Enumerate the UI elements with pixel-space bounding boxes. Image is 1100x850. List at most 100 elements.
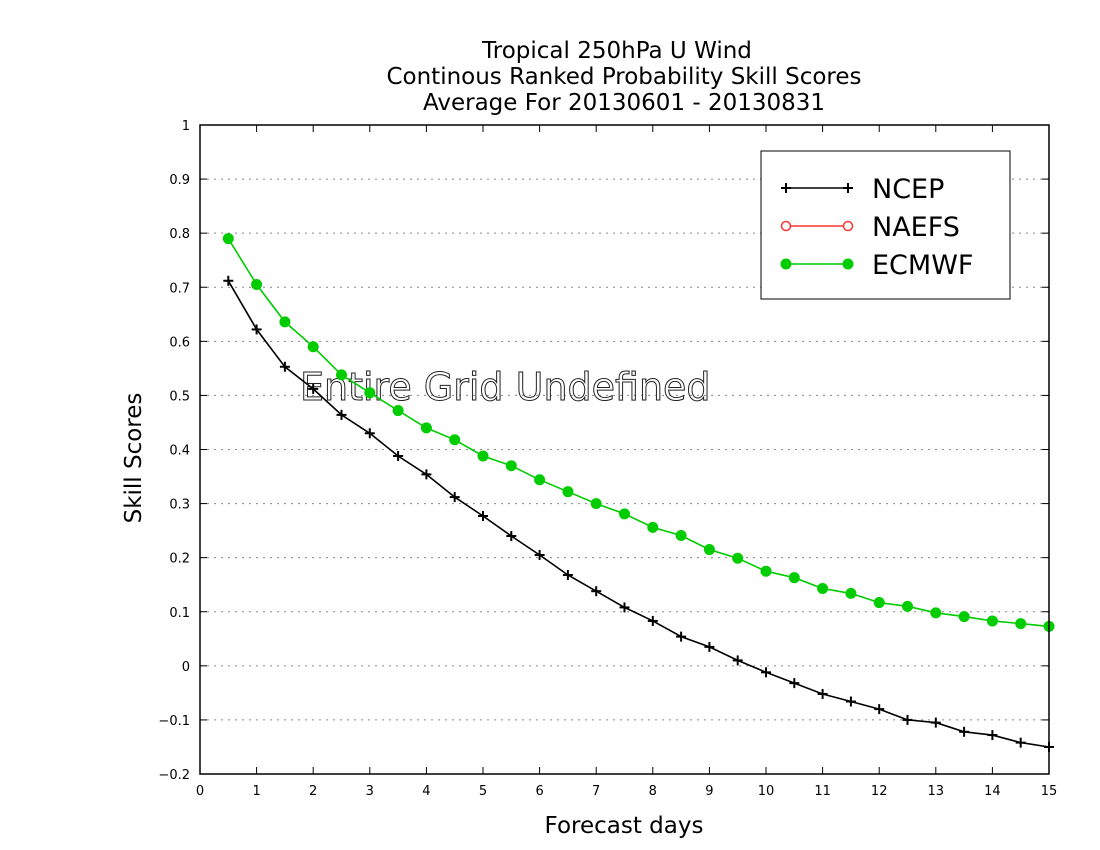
ncep-data-point xyxy=(987,730,998,741)
ncep-data-point xyxy=(732,655,743,666)
x-tick-label: 5 xyxy=(479,784,487,799)
ecmwf-data-point xyxy=(251,279,263,291)
ncep-series-line xyxy=(227,280,1050,748)
x-tick-label: 7 xyxy=(592,784,600,799)
grid-undefined-annotation: Entire Grid Undefined xyxy=(300,365,711,409)
legend-marker-ncep xyxy=(781,183,791,193)
ncep-data-point xyxy=(562,569,573,580)
y-axis-label: Skill Scores xyxy=(121,393,147,524)
ecmwf-data-point xyxy=(562,486,574,498)
ecmwf-data-point xyxy=(788,572,800,584)
legend-marker-ecmwf xyxy=(780,258,792,270)
ncep-data-point xyxy=(308,383,319,394)
y-tick-label: 0 xyxy=(182,660,190,675)
x-tick-label: 10 xyxy=(758,784,775,799)
ncep-data-point xyxy=(393,450,404,461)
x-tick-label: 13 xyxy=(928,784,945,799)
ecmwf-data-point xyxy=(222,233,234,245)
ecmwf-data-point xyxy=(732,552,744,564)
series-lines xyxy=(222,233,1055,752)
ncep-data-point xyxy=(279,361,290,372)
x-tick-label: 9 xyxy=(705,784,713,799)
gridlines xyxy=(200,178,1049,721)
y-tick-label: 1 xyxy=(182,119,190,134)
y-tick-label: −0.1 xyxy=(158,714,190,729)
y-tick-label: 0.2 xyxy=(169,552,190,567)
ecmwf-data-point xyxy=(986,615,998,627)
x-tick-label: 8 xyxy=(649,784,657,799)
ecmwf-data-point xyxy=(449,434,461,446)
ecmwf-data-point xyxy=(307,341,319,353)
x-tick-label: 4 xyxy=(422,784,430,799)
y-tick-label: 0.7 xyxy=(169,281,190,296)
ecmwf-data-point xyxy=(364,387,376,399)
x-tick-label: 11 xyxy=(814,784,831,799)
ncep-data-point xyxy=(251,324,262,335)
ncep-data-point xyxy=(591,586,602,597)
y-tick-label: 0.1 xyxy=(169,606,190,621)
ncep-data-point xyxy=(478,511,488,522)
ecmwf-data-point xyxy=(392,405,404,417)
ncep-data-point xyxy=(902,714,913,725)
x-tick-label: 14 xyxy=(984,784,1001,799)
ecmwf-data-point xyxy=(647,521,659,533)
ecmwf-data-point xyxy=(760,565,772,577)
legend-marker-ncep xyxy=(843,183,853,193)
y-tick-label: −0.2 xyxy=(158,768,190,783)
x-tick-label: 12 xyxy=(871,784,888,799)
y-tick-label: 0.8 xyxy=(169,227,190,242)
ncep-data-point xyxy=(223,275,234,286)
x-tick-label: 15 xyxy=(1041,784,1058,799)
x-tick-label: 3 xyxy=(366,784,374,799)
ncep-data-point xyxy=(421,469,432,480)
ncep-data-point xyxy=(789,678,800,689)
plot-frame xyxy=(199,124,1050,775)
ecmwf-data-point xyxy=(477,450,489,462)
x-tick-label: 2 xyxy=(309,784,317,799)
x-tick-label: 1 xyxy=(252,784,260,799)
ecmwf-data-point xyxy=(817,582,829,594)
ncep-data-point xyxy=(449,492,460,503)
ecmwf-data-point xyxy=(279,316,291,328)
ncep-data-point xyxy=(930,717,941,728)
ncep-data-point xyxy=(364,428,375,439)
x-axis-ticks: 0 1 2 3 4 5 6 7 8 9 10 11 12 13 14 15 xyxy=(196,125,1057,799)
ncep-data-point xyxy=(817,688,828,699)
legend-marker-ecmwf xyxy=(842,258,854,270)
ncep-data-point xyxy=(845,696,856,707)
ecmwf-data-point xyxy=(336,369,347,381)
legend-marker-naefs xyxy=(842,220,854,232)
legend: NCEP NAEFS ECMWF xyxy=(760,150,1011,300)
chart-title: Tropical 250hPa U Wind Continous Ranked … xyxy=(386,38,861,116)
ecmwf-data-point xyxy=(420,422,432,434)
ecmwf-data-point xyxy=(505,460,517,472)
ncep-data-point xyxy=(676,631,687,642)
legend-marker-naefs xyxy=(780,220,792,232)
ecmwf-data-point xyxy=(1015,618,1027,630)
ecmwf-data-point xyxy=(590,498,602,510)
y-tick-label: 0.9 xyxy=(169,173,190,188)
y-tick-label: 0.3 xyxy=(169,498,190,513)
title-line-2: Continous Ranked Probability Skill Score… xyxy=(386,64,861,90)
ncep-data-point xyxy=(959,726,970,737)
ecmwf-data-point xyxy=(930,607,942,619)
ncep-data-point xyxy=(534,549,545,560)
ncep-data-point xyxy=(647,615,658,626)
ncep-data-point xyxy=(761,667,771,678)
legend-box xyxy=(760,150,1011,300)
ncep-data-point xyxy=(506,531,517,542)
title-line-1: Tropical 250hPa U Wind xyxy=(481,38,752,64)
ecmwf-data-point xyxy=(675,529,687,541)
ncep-data-point xyxy=(874,704,885,715)
ncep-data-point xyxy=(1015,737,1026,748)
title-line-3: Average For 20130601 - 20130831 xyxy=(423,90,825,116)
ecmwf-data-point xyxy=(845,587,857,599)
ecmwf-data-point xyxy=(958,611,970,623)
ecmwf-data-point xyxy=(534,474,546,486)
x-tick-label: 0 xyxy=(196,784,204,799)
ncep-data-point xyxy=(336,409,347,420)
legend-label-ncep: NCEP xyxy=(872,174,944,205)
ecmwf-data-point xyxy=(873,597,885,609)
ecmwf-data-point xyxy=(902,600,913,612)
